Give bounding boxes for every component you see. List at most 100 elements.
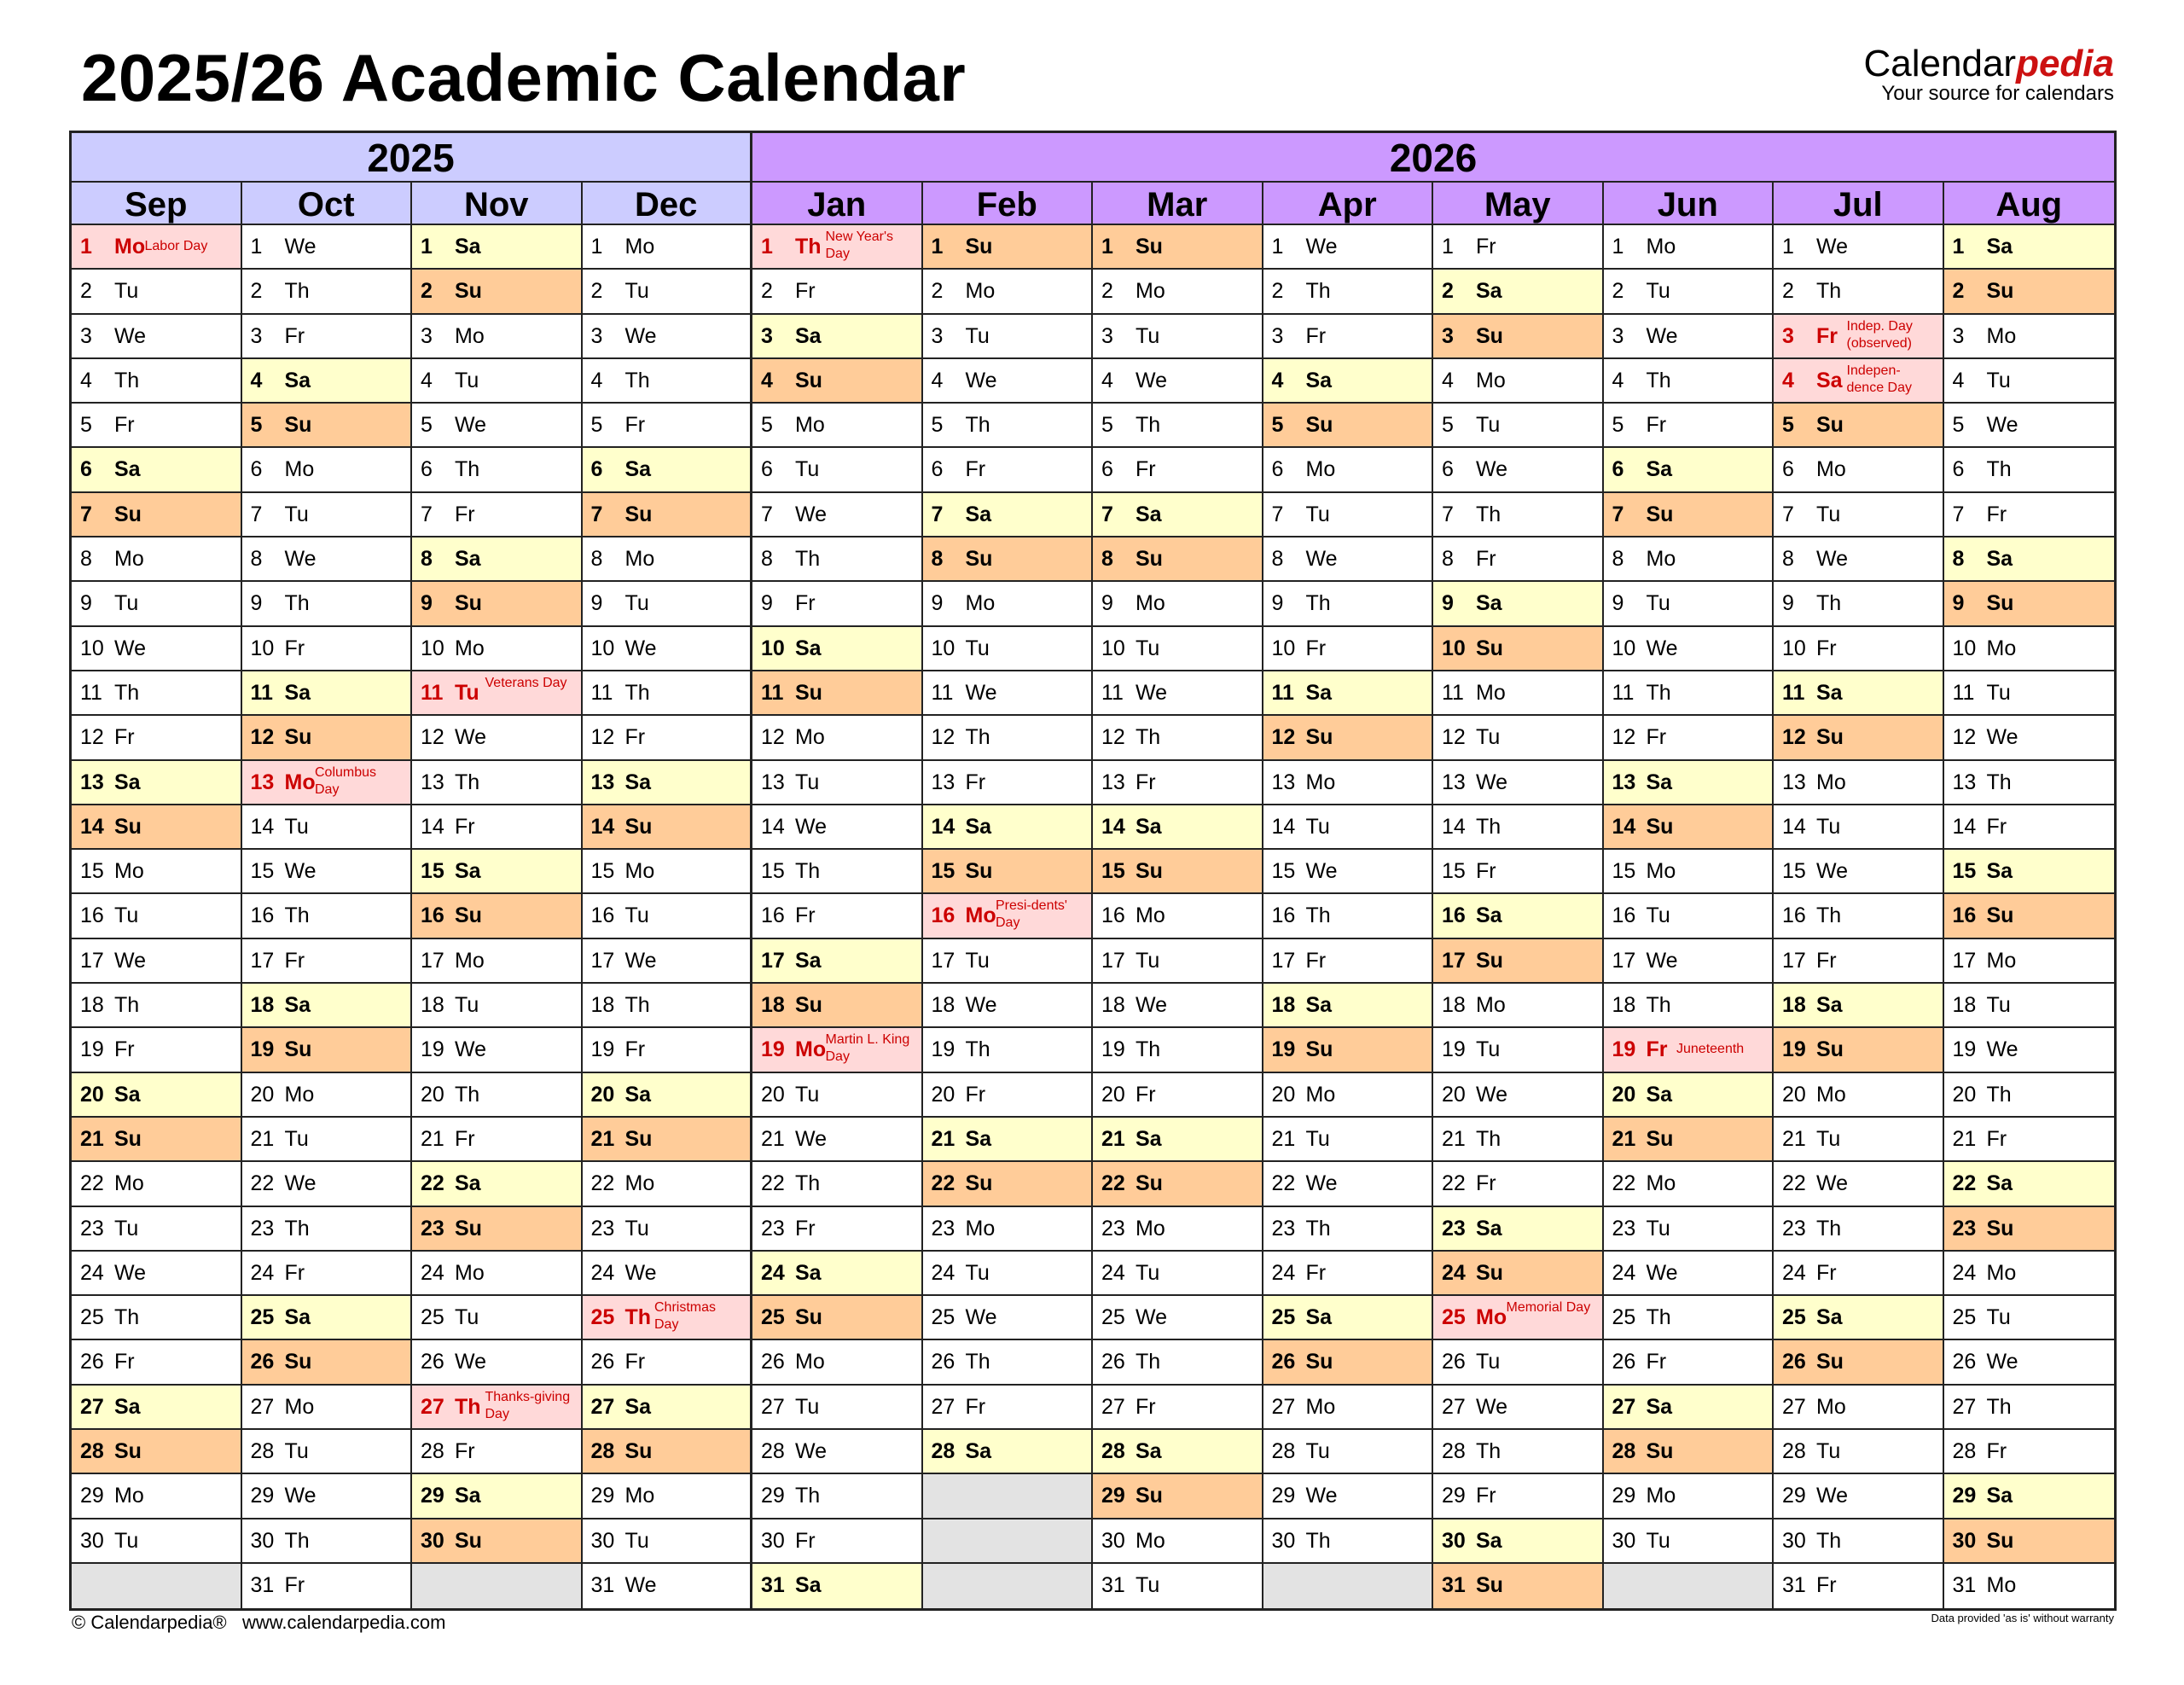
day-number: 7 bbox=[421, 502, 433, 526]
day-number: 14 bbox=[761, 814, 785, 839]
weekday-label: Th bbox=[1816, 1528, 1842, 1553]
weekday-label: Fr bbox=[965, 770, 986, 794]
day-cell: 1 Sa bbox=[412, 225, 581, 270]
weekday-label: Fr bbox=[1476, 859, 1496, 884]
weekday-label: Sa bbox=[965, 814, 992, 839]
day-number: 18 bbox=[590, 993, 615, 1018]
day-cell: 17 We bbox=[582, 939, 750, 985]
day-number: 28 bbox=[931, 1439, 956, 1464]
weekday-label: Mo bbox=[624, 235, 655, 259]
day-number: 8 bbox=[1782, 547, 1794, 572]
day-number: 26 bbox=[931, 1350, 956, 1374]
day-cell: 28 Th bbox=[1433, 1430, 1602, 1475]
day-number: 8 bbox=[250, 547, 263, 572]
weekday-label: We bbox=[114, 636, 147, 660]
day-number: 17 bbox=[931, 948, 956, 973]
day-number: 27 bbox=[80, 1394, 104, 1419]
day-cell: 10 We bbox=[1603, 627, 1772, 671]
day-number: 24 bbox=[1442, 1260, 1466, 1285]
weekday-label: Sa bbox=[455, 235, 481, 259]
day-number: 12 bbox=[1612, 725, 1636, 750]
weekday-label: Mo bbox=[114, 547, 144, 572]
weekday-label: Sa bbox=[1136, 1439, 1162, 1464]
day-cell: 9 Mo bbox=[1093, 582, 1262, 627]
weekday-label: Tu bbox=[1986, 680, 2011, 705]
day-cell: 18 Th bbox=[582, 984, 750, 1029]
day-cell: 19 Su bbox=[1263, 1028, 1432, 1073]
weekday-label: Th bbox=[624, 993, 650, 1018]
day-cell: 3 Fr bbox=[241, 315, 410, 359]
day-number: 13 bbox=[1612, 770, 1636, 794]
weekday-label: Fr bbox=[1816, 1572, 1837, 1597]
weekday-label: Fr bbox=[284, 1572, 305, 1597]
weekday-label: Sa bbox=[1986, 547, 2013, 572]
holiday-name: Labor Day bbox=[144, 239, 208, 253]
weekday-label: We bbox=[795, 502, 828, 526]
weekday-label: Mo bbox=[624, 1484, 655, 1508]
weekday-label: Su bbox=[1136, 859, 1163, 884]
calendarpedia-logo[interactable]: Calendarpedia Your source for calendars bbox=[1864, 44, 2114, 104]
weekday-label: Th bbox=[284, 1216, 310, 1241]
day-cell: 2 Mo bbox=[922, 270, 1091, 315]
day-number: 27 bbox=[1782, 1394, 1806, 1419]
day-cell: 7 Su bbox=[582, 492, 750, 538]
day-cell: 27 Tu bbox=[752, 1386, 921, 1431]
holiday-cell: 16 Mo Presi-​dents' Day bbox=[922, 894, 1091, 939]
weekday-label: We bbox=[795, 1126, 828, 1151]
day-cell: 8 Su bbox=[922, 537, 1091, 583]
day-number: 16 bbox=[1271, 904, 1296, 928]
day-cell: 30 Th bbox=[241, 1519, 410, 1564]
weekday-label: Su bbox=[1986, 1216, 2014, 1241]
day-number: 20 bbox=[80, 1082, 104, 1107]
day-number: 20 bbox=[250, 1082, 275, 1107]
day-number: 4 bbox=[931, 368, 944, 392]
day-number: 16 bbox=[250, 904, 275, 928]
weekday-label: Th bbox=[455, 1394, 481, 1419]
day-cell: 17 Mo bbox=[412, 939, 581, 985]
day-cell: 15 Mo bbox=[582, 850, 750, 895]
day-cell: 7 Tu bbox=[1263, 493, 1432, 538]
day-number: 9 bbox=[590, 591, 603, 616]
day-number: 11 bbox=[250, 680, 273, 705]
day-number: 5 bbox=[761, 413, 773, 438]
holiday-name: Veterans Day bbox=[485, 675, 567, 690]
day-cell: 5 Th bbox=[922, 404, 1091, 449]
month-header-oct: Oct bbox=[241, 183, 412, 225]
day-number: 9 bbox=[1612, 591, 1624, 616]
day-cell: 25 Sa bbox=[1263, 1296, 1432, 1341]
day-cell: 13 Mo bbox=[1263, 761, 1432, 805]
day-number: 18 bbox=[1612, 993, 1636, 1018]
day-cell: 1 Su bbox=[922, 225, 1091, 270]
weekday-label: Su bbox=[284, 1037, 312, 1062]
day-cell: 12 Su bbox=[1263, 716, 1432, 761]
day-number: 9 bbox=[1101, 591, 1113, 616]
day-number: 26 bbox=[1442, 1350, 1466, 1374]
weekday-label: We bbox=[624, 1260, 657, 1285]
weekday-label: Fr bbox=[284, 323, 305, 348]
day-number: 25 bbox=[1271, 1305, 1296, 1330]
day-cell: 19 We bbox=[412, 1028, 581, 1073]
day-number: 13 bbox=[1101, 770, 1125, 794]
day-number: 7 bbox=[590, 502, 603, 526]
footer-copyright[interactable]: © Calendarpedia® www.calendarpedia.com bbox=[72, 1612, 446, 1633]
day-cell: 14 Su bbox=[72, 805, 241, 851]
day-cell: 3 We bbox=[582, 315, 750, 359]
day-cell: 3 Su bbox=[1433, 314, 1602, 359]
day-number: 15 bbox=[1952, 859, 1977, 884]
day-cell: 28 Fr bbox=[1943, 1430, 2114, 1475]
weekday-label: Fr bbox=[1816, 636, 1837, 660]
weekday-label: We bbox=[455, 1037, 487, 1062]
weekday-label: Th bbox=[1816, 591, 1842, 616]
day-number: 20 bbox=[1442, 1082, 1466, 1107]
day-cell: 14 Th bbox=[1433, 805, 1602, 851]
day-cell: 16 Th bbox=[241, 894, 410, 939]
day-cell: 27 Fr bbox=[922, 1386, 1091, 1431]
weekday-label: Su bbox=[1305, 413, 1333, 438]
weekday-label: We bbox=[1646, 323, 1678, 348]
day-number: 26 bbox=[250, 1350, 275, 1374]
weekday-label: Sa bbox=[795, 1572, 822, 1597]
day-number: 11 bbox=[1271, 680, 1294, 705]
day-cell: 4 Tu bbox=[412, 359, 581, 404]
day-cell: 29 Mo bbox=[72, 1474, 241, 1519]
day-cell: 11 Th bbox=[72, 671, 241, 717]
